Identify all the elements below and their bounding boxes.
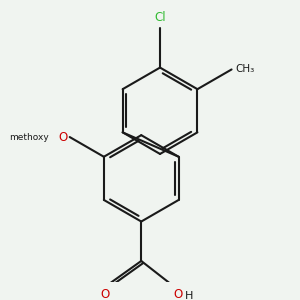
Text: methoxy: methoxy (9, 133, 49, 142)
Text: O: O (58, 130, 68, 144)
Text: H: H (184, 291, 193, 300)
Text: O: O (100, 288, 109, 300)
Text: Cl: Cl (154, 11, 166, 24)
Text: O: O (173, 288, 182, 300)
Text: CH₃: CH₃ (235, 64, 255, 74)
